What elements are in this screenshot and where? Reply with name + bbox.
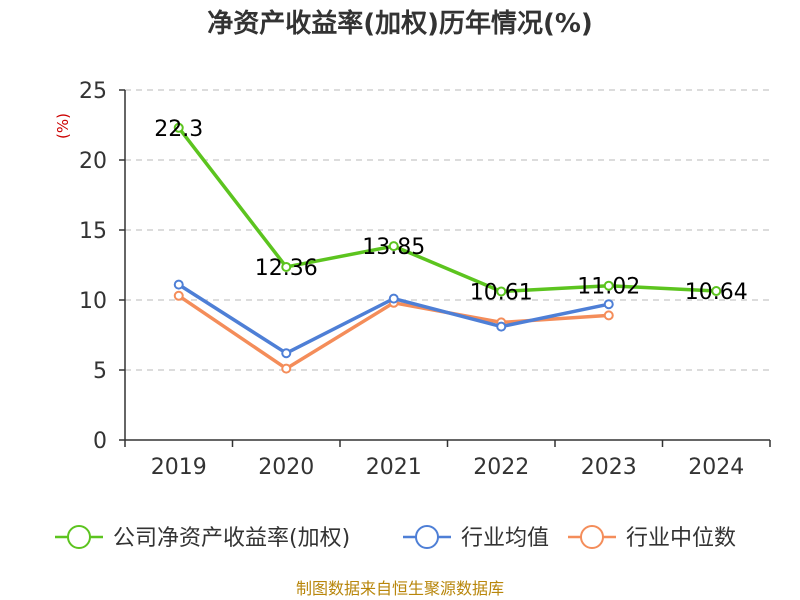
x-tick-label-2023: 2023 xyxy=(581,455,637,480)
chart-title: 净资产收益率(加权)历年情况(%) xyxy=(207,8,593,39)
data-label: 12.36 xyxy=(255,256,318,281)
grid xyxy=(125,89,770,371)
data-label: 10.61 xyxy=(470,280,533,305)
x-tick-label-2020: 2020 xyxy=(258,455,314,480)
legend-swatch-circle xyxy=(580,525,604,549)
y-tick-label: 5 xyxy=(93,359,107,384)
y-tick-label: 20 xyxy=(79,149,107,174)
legend-item-2: 行业中位数 xyxy=(568,525,736,551)
x-tick-label-2021: 2021 xyxy=(366,455,422,480)
data-label: 22.3 xyxy=(154,117,203,142)
series-2-point xyxy=(173,290,184,301)
data-label: 10.64 xyxy=(685,280,748,305)
series-1-point xyxy=(496,321,507,332)
series-0-point xyxy=(711,286,722,297)
legend-swatch-circle xyxy=(67,525,91,549)
y-tick-label: 15 xyxy=(79,219,107,244)
legend-swatch-circle xyxy=(415,525,439,549)
series-0-point xyxy=(281,261,292,272)
y-tick-label: 25 xyxy=(79,79,107,104)
series-0-point xyxy=(388,241,399,252)
series xyxy=(173,122,722,374)
series-line-0 xyxy=(177,126,718,294)
y-axis-unit: (%) xyxy=(54,113,72,139)
y-tick-label: 10 xyxy=(79,289,107,314)
series-2-point xyxy=(281,363,292,374)
data-labels: 22.3 12.36 13.85 10.61 11.02 10.64 xyxy=(154,117,747,306)
data-label: 11.02 xyxy=(577,275,640,300)
x-tick-label-2022: 2022 xyxy=(473,455,529,480)
series-1-point xyxy=(603,299,614,310)
axes: 0 5 10 15 20 25 2019 2020 2021 2022 2023 2024 xyxy=(79,79,771,480)
series-1-point xyxy=(173,279,184,290)
series-1-point xyxy=(388,293,399,304)
legend-item-1: 行业均值 xyxy=(403,525,549,551)
y-tick-label: 0 xyxy=(93,429,107,454)
legend-item-0: 公司净资产收益率(加权) xyxy=(55,525,350,551)
x-tick-label-2024: 2024 xyxy=(688,455,744,480)
source-note: 制图数据来自恒生聚源数据库 xyxy=(296,579,504,598)
legend: 公司净资产收益率(加权) 行业均值 行业中位数 xyxy=(55,525,736,551)
legend-label: 公司净资产收益率(加权) xyxy=(113,526,350,551)
data-label: 13.85 xyxy=(362,235,425,260)
series-0-point xyxy=(173,122,184,133)
legend-label: 行业中位数 xyxy=(626,526,736,551)
series-0-point xyxy=(496,286,507,297)
series-2-point xyxy=(603,310,614,321)
legend-label: 行业均值 xyxy=(461,526,549,551)
series-0-point xyxy=(603,280,614,291)
series-1-point xyxy=(281,348,292,359)
x-tick-label-2019: 2019 xyxy=(151,455,207,480)
